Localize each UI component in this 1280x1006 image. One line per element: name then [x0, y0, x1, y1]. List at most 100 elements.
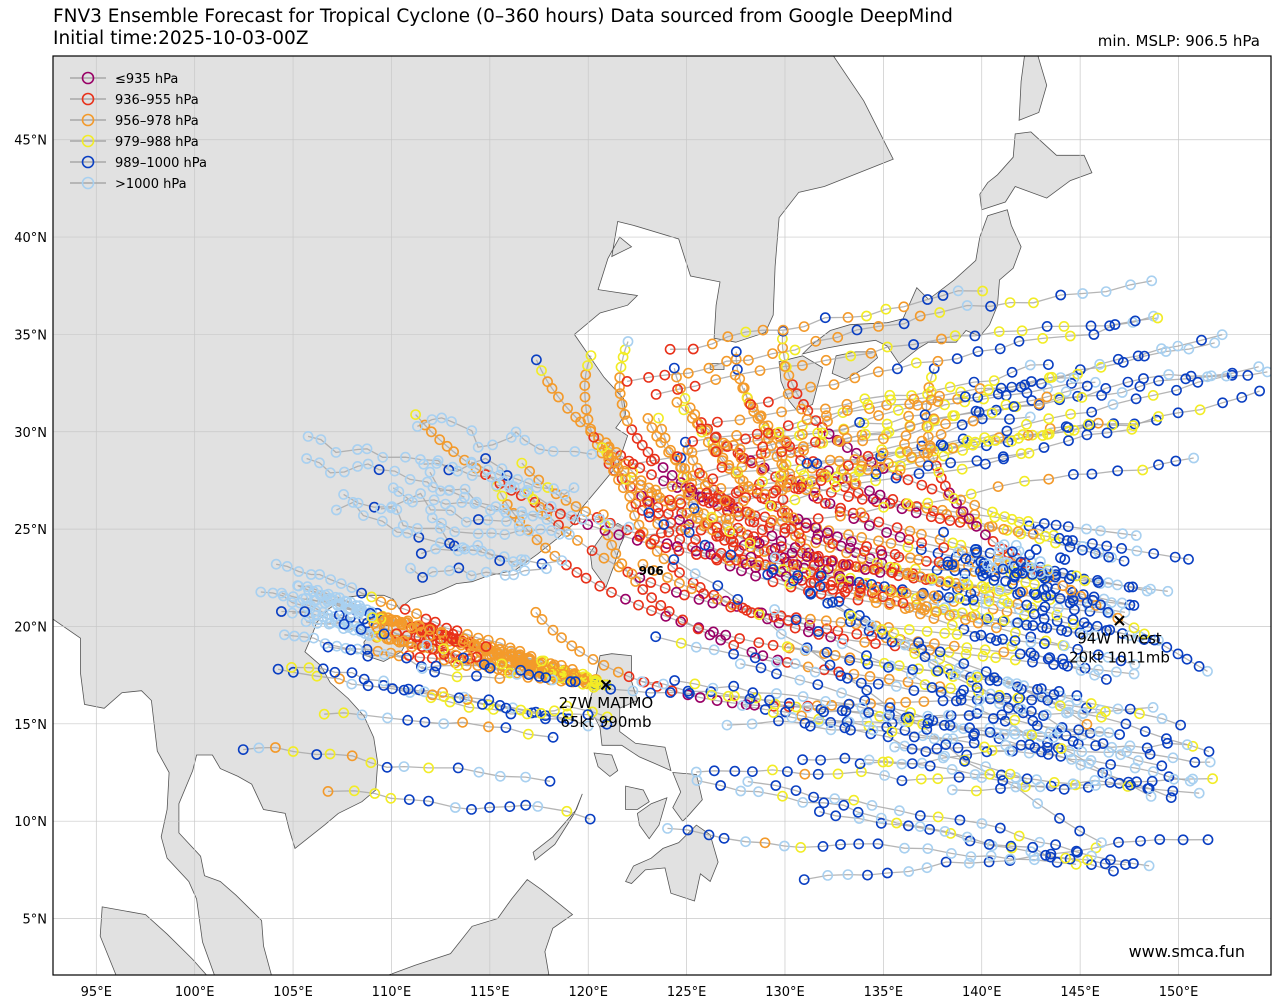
track-position-marker [381, 761, 393, 773]
track-position-marker [1065, 584, 1077, 596]
track-position-marker [706, 689, 718, 701]
track-position-marker [687, 343, 699, 355]
track-position-marker [691, 549, 702, 560]
track-position-marker [725, 601, 737, 613]
track-position-marker [753, 786, 764, 798]
track-position-marker [838, 424, 850, 436]
track-position-marker [603, 518, 615, 530]
track-position-marker [402, 683, 414, 695]
track-position-marker [472, 528, 484, 540]
track-position-marker [925, 511, 937, 523]
track-position-marker [385, 599, 397, 611]
track-position-marker [913, 637, 924, 648]
track-position-marker [870, 597, 882, 609]
track-position-marker [1101, 768, 1113, 780]
track-position-marker [421, 639, 433, 651]
track-position-marker [1038, 442, 1050, 453]
track-position-marker [635, 479, 647, 491]
track-position-marker [443, 565, 455, 577]
track-position-marker [1053, 392, 1065, 404]
track-position-marker [690, 534, 701, 545]
track-position-marker [821, 471, 832, 483]
track-position-marker [899, 639, 911, 651]
track-position-marker [736, 700, 748, 711]
track-position-marker [844, 654, 855, 666]
track-position-marker [1061, 626, 1073, 637]
track-position-marker [852, 594, 864, 606]
track-position-marker [617, 351, 629, 363]
track-position-marker [853, 813, 865, 824]
ensemble-track-line [630, 506, 1135, 675]
track-position-marker [354, 606, 366, 618]
track-position-marker [850, 478, 862, 489]
track-position-marker [879, 770, 890, 781]
track-position-marker [1106, 419, 1118, 431]
track-position-marker [385, 792, 397, 804]
track-position-marker [343, 604, 355, 615]
track-position-marker [1180, 373, 1192, 385]
track-position-marker [504, 801, 516, 812]
track-position-marker [904, 421, 916, 432]
track-position-marker [667, 561, 679, 573]
track-position-marker [997, 451, 1009, 463]
track-position-marker [1139, 726, 1151, 737]
track-position-marker [352, 460, 363, 472]
track-position-marker [683, 527, 695, 538]
track-position-marker [1061, 535, 1073, 546]
track-position-marker [892, 363, 903, 375]
track-position-marker [332, 600, 344, 612]
track-position-marker [898, 301, 910, 313]
track-position-marker [426, 414, 438, 425]
track-position-marker [908, 685, 920, 696]
track-position-marker [703, 829, 715, 841]
track-position-marker [978, 393, 989, 405]
track-position-marker [662, 823, 673, 834]
track-position-marker [1149, 634, 1160, 646]
track-position-marker [503, 657, 514, 668]
track-position-marker [603, 454, 615, 465]
track-position-marker [820, 403, 831, 415]
track-position-marker [1254, 385, 1265, 397]
track-position-marker [550, 488, 562, 500]
track-position-marker [365, 610, 377, 622]
track-position-marker [623, 521, 635, 533]
track-position-marker [1128, 622, 1140, 634]
track-position-marker [958, 723, 969, 735]
track-position-marker [378, 615, 390, 626]
track-position-marker [941, 733, 953, 745]
track-position-marker [419, 419, 431, 431]
track-position-marker [894, 531, 906, 543]
track-position-marker [938, 526, 949, 538]
track-position-marker [722, 690, 734, 702]
track-position-marker [993, 546, 1005, 558]
track-position-marker [1043, 359, 1054, 370]
track-position-marker [501, 470, 513, 481]
track-position-marker [998, 523, 1010, 535]
track-position-marker [843, 491, 854, 502]
track-position-marker [613, 474, 624, 486]
land-panay [625, 785, 650, 810]
track-position-marker [839, 722, 851, 734]
track-position-marker [894, 805, 905, 817]
track-position-marker [885, 394, 897, 406]
track-position-marker [926, 483, 938, 495]
track-position-marker [495, 637, 506, 649]
track-position-marker [1009, 635, 1021, 646]
track-position-marker [935, 686, 947, 698]
track-position-marker [1073, 724, 1085, 736]
land-japan-hokkaido [979, 131, 1093, 211]
track-position-marker [789, 482, 801, 494]
track-position-marker [1085, 698, 1097, 709]
track-position-marker [418, 458, 429, 470]
track-position-marker [459, 483, 471, 495]
track-position-marker [734, 633, 745, 644]
track-position-marker [766, 514, 778, 526]
track-position-marker [940, 856, 952, 868]
track-position-marker [590, 676, 602, 687]
track-position-marker [855, 507, 867, 519]
track-position-marker [960, 594, 972, 606]
track-position-marker [1181, 739, 1193, 751]
track-position-marker [356, 587, 367, 599]
track-position-marker [946, 848, 957, 859]
track-position-marker [1130, 530, 1142, 541]
